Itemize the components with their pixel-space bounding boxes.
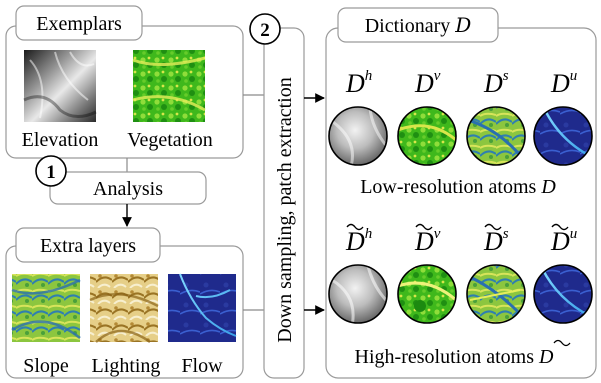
low-resolution-caption: Low-resolution atoms D	[360, 176, 556, 198]
high-atom-u-symbol: Du	[550, 226, 577, 256]
lighting-texture	[89, 274, 159, 344]
low-atom-s	[466, 106, 526, 166]
slope-texture	[11, 274, 81, 342]
lighting-label: Lighting	[92, 355, 161, 377]
extra-layers-title-box	[15, 227, 161, 263]
step-1-number: 1	[46, 162, 56, 183]
low-atom-v	[397, 106, 457, 166]
extraction-step: 2 Down sampling, patch extraction	[243, 13, 325, 379]
elevation-label: Elevation	[22, 129, 99, 151]
high-atom-v	[397, 264, 457, 324]
analysis-label: Analysis	[93, 178, 163, 200]
high-atom-u	[533, 264, 593, 324]
low-atom-symbols: Dh Dv Ds Du	[345, 68, 577, 98]
dictionary-title-box	[337, 7, 499, 43]
low-atom-s-symbol: Ds	[483, 68, 509, 98]
low-atom-u	[533, 106, 593, 166]
high-atom-h-symbol: Dh	[345, 226, 372, 256]
exemplars-title: Exemplars	[36, 13, 122, 35]
step-2-badge	[249, 13, 281, 45]
slope-label: Slope	[23, 355, 69, 377]
step-1-badge	[35, 155, 67, 187]
vegetation-texture	[132, 50, 206, 122]
dictionary-title: Dictionary D	[365, 13, 472, 37]
exemplars-panel: Exemplars Elevation Vegetation	[5, 5, 244, 159]
analysis-box	[49, 171, 207, 205]
low-atom-v-symbol: Dv	[414, 68, 441, 98]
high-atom-h	[328, 264, 388, 324]
caption-tilde-mark	[553, 339, 571, 347]
elevation-texture	[23, 50, 97, 122]
high-atom-v-symbol: Dv	[414, 226, 441, 256]
low-atom-u-symbol: Du	[550, 68, 577, 98]
low-atom-h-symbol: Dh	[345, 68, 372, 98]
step-2-number: 2	[260, 20, 270, 41]
dictionary-panel: Dictionary D Dh Dv Ds Du	[325, 7, 597, 379]
extraction-label: Down sampling, patch extraction	[274, 77, 296, 343]
flow-texture	[168, 273, 237, 342]
analysis-step: 1 Analysis	[35, 155, 207, 227]
extra-layers-panel: Extra layers Slope Lighting Flow	[5, 227, 244, 379]
high-atom-s	[466, 264, 526, 324]
high-atom-s-symbol: Ds	[483, 226, 509, 256]
high-resolution-caption: High-resolution atoms D	[355, 346, 554, 368]
low-atom-h	[328, 106, 388, 166]
vegetation-label: Vegetation	[127, 129, 213, 151]
extraction-box	[263, 27, 305, 379]
high-atom-symbols: Dh Dv Ds Du	[345, 226, 577, 256]
extra-layers-title: Extra layers	[40, 235, 136, 257]
exemplars-title-box	[15, 5, 143, 41]
flow-label: Flow	[181, 355, 223, 377]
tilde-marks	[346, 223, 569, 231]
